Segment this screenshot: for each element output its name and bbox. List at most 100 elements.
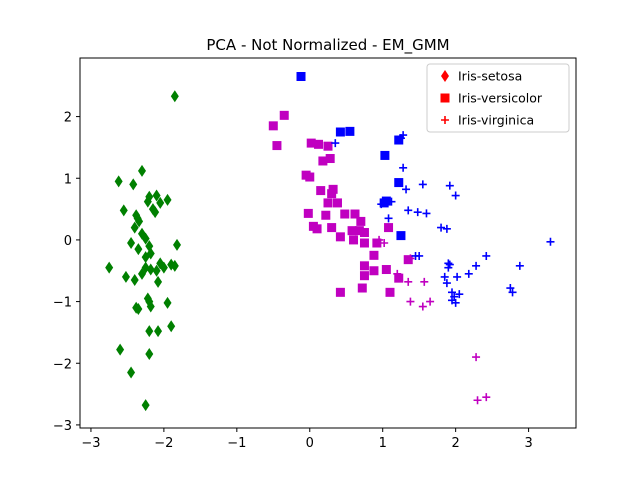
data-point xyxy=(372,238,382,248)
data-point xyxy=(146,263,155,276)
data-point xyxy=(145,348,154,360)
data-point xyxy=(506,284,515,293)
y-tick-label: 2 xyxy=(64,111,72,126)
data-point xyxy=(442,279,451,288)
data-point xyxy=(473,396,482,405)
data-point xyxy=(420,277,429,286)
y-tick-label: 0 xyxy=(64,234,72,249)
data-point xyxy=(312,224,322,234)
x-tick-label: 0 xyxy=(306,436,314,451)
data-point xyxy=(404,277,413,286)
data-point xyxy=(406,297,415,306)
data-point xyxy=(163,296,172,309)
data-point xyxy=(453,272,462,281)
data-point xyxy=(399,131,408,140)
data-point xyxy=(442,224,451,233)
data-point xyxy=(381,265,391,275)
legend-label: Iris-setosa xyxy=(458,69,522,84)
data-point xyxy=(379,198,389,208)
data-point xyxy=(357,283,367,293)
data-point xyxy=(152,264,161,277)
data-point xyxy=(404,206,413,215)
data-point xyxy=(316,186,326,196)
data-point xyxy=(272,141,282,151)
data-point xyxy=(146,300,155,313)
legend-box xyxy=(426,63,570,133)
data-point xyxy=(159,261,168,274)
data-point xyxy=(347,226,357,236)
x-tick-label: 2 xyxy=(452,436,460,451)
data-point xyxy=(167,320,176,333)
data-point xyxy=(327,223,337,233)
data-point xyxy=(448,296,456,305)
y-tick-label: −3 xyxy=(53,419,72,434)
data-point xyxy=(515,261,524,270)
data-point xyxy=(472,261,481,270)
y-tick-label: −1 xyxy=(53,296,72,311)
data-point xyxy=(369,250,379,260)
data-point xyxy=(105,261,114,274)
data-point xyxy=(448,288,456,297)
data-point xyxy=(321,210,331,220)
legend-item: Iris-versicolor xyxy=(440,91,543,106)
data-point xyxy=(335,287,345,297)
data-point xyxy=(482,251,491,260)
data-point xyxy=(402,185,411,194)
data-point xyxy=(135,215,144,228)
data-point xyxy=(170,90,179,103)
data-point xyxy=(129,178,138,191)
data-point xyxy=(156,196,165,209)
data-point xyxy=(394,135,404,145)
data-point xyxy=(406,254,415,263)
data-point xyxy=(335,127,345,137)
data-point xyxy=(138,164,146,177)
data-point xyxy=(426,297,435,306)
data-point xyxy=(143,195,152,208)
data-point xyxy=(385,287,395,297)
data-point xyxy=(349,235,359,245)
data-point xyxy=(154,325,163,338)
series-layer xyxy=(105,72,555,412)
data-point xyxy=(332,198,342,208)
data-point xyxy=(141,399,150,412)
series-0 xyxy=(105,90,182,412)
data-point xyxy=(119,204,128,217)
data-point xyxy=(345,126,355,136)
data-point xyxy=(130,274,139,286)
data-point xyxy=(440,272,449,281)
data-point xyxy=(340,209,350,219)
series-4 xyxy=(375,235,491,405)
data-point xyxy=(152,189,161,202)
data-point xyxy=(134,243,143,256)
data-point xyxy=(393,269,402,278)
data-point xyxy=(350,209,360,219)
data-point xyxy=(413,208,422,217)
data-point xyxy=(141,232,150,245)
data-point xyxy=(127,366,136,379)
data-point xyxy=(384,214,393,223)
data-point xyxy=(359,271,369,281)
data-point xyxy=(546,237,555,246)
data-point xyxy=(399,163,408,172)
data-point xyxy=(384,223,394,233)
data-point xyxy=(127,237,136,249)
data-point xyxy=(369,266,379,276)
legend-label: Iris-virginica xyxy=(458,113,534,128)
legend-item: Iris-virginica xyxy=(441,113,534,128)
data-point xyxy=(445,181,454,190)
data-point xyxy=(134,302,143,315)
data-point xyxy=(268,121,278,131)
data-point xyxy=(359,261,369,271)
x-tick-label: −2 xyxy=(154,436,173,451)
ticks-layer: −3 −2 −1 0 1 2 3 −3 −2 −1 0 1 2 xyxy=(53,111,533,451)
data-point xyxy=(296,72,306,81)
data-point xyxy=(394,273,404,283)
data-point xyxy=(508,288,517,297)
data-point xyxy=(375,235,384,244)
data-point xyxy=(331,139,340,148)
legend-item: Iris-setosa xyxy=(441,69,522,84)
data-point xyxy=(335,232,345,242)
x-tick-label: −1 xyxy=(227,436,246,451)
legend-marker xyxy=(440,93,450,103)
data-point xyxy=(380,150,390,160)
